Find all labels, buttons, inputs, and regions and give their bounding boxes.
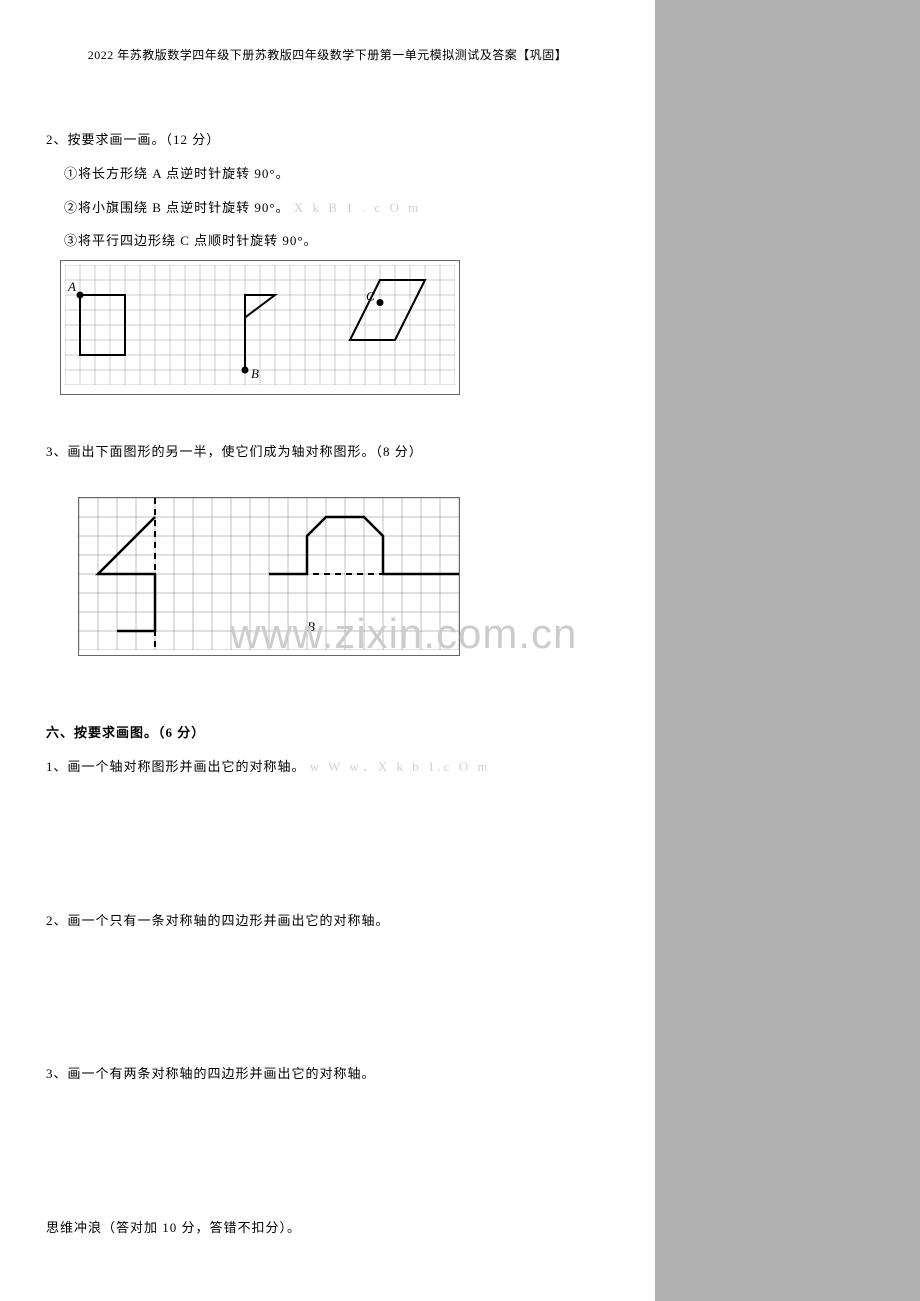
figure-2-container: B: [78, 497, 460, 656]
figure-1-container: A B C: [60, 260, 460, 395]
svg-text:C: C: [366, 289, 375, 304]
section-6-item-2: 2、画一个只有一条对称轴的四边形并画出它的对称轴。: [46, 904, 609, 938]
svg-text:A: A: [67, 279, 76, 294]
question-2-item-1: ①将长方形绕 A 点逆时针旋转 90°。: [64, 157, 609, 191]
blank-space-1: [46, 784, 609, 904]
figure-2-svg: B: [79, 498, 459, 650]
section-6-item-3: 3、画一个有两条对称轴的四边形并画出它的对称轴。: [46, 1057, 609, 1091]
q2-item2-gray: X k B 1 . c O m: [294, 200, 421, 215]
svg-text:B: B: [307, 619, 315, 634]
section-6-item-1: 1、画一个轴对称图形并画出它的对称轴。 w W w．X k b 1.c O m: [46, 750, 609, 784]
s6-item1-text: 1、画一个轴对称图形并画出它的对称轴。: [46, 759, 306, 774]
blank-space-2: [46, 937, 609, 1057]
q2-item2-text: ②将小旗围绕 B 点逆时针旋转 90°。: [64, 200, 290, 215]
page-header: 2022 年苏教版数学四年级下册苏教版四年级数学下册第一单元模拟测试及答案【巩固…: [46, 46, 609, 63]
question-2-item-2: ②将小旗围绕 B 点逆时针旋转 90°。 X k B 1 . c O m: [64, 191, 609, 225]
s6-item1-gray: w W w．X k b 1.c O m: [310, 759, 491, 774]
blank-space-3: [46, 1091, 609, 1211]
svg-text:B: B: [251, 366, 259, 381]
question-3-title: 3、画出下面图形的另一半，使它们成为轴对称图形。（8 分）: [46, 435, 609, 469]
bonus-text: 思维冲浪（答对加 10 分，答错不扣分）。: [46, 1211, 609, 1245]
figure-1-svg: A B C: [65, 265, 455, 385]
question-2-item-3: ③将平行四边形绕 C 点顺时针旋转 90°。: [64, 224, 609, 258]
question-2-title: 2、按要求画一画。（12 分）: [46, 123, 609, 157]
document-page: 2022 年苏教版数学四年级下册苏教版四年级数学下册第一单元模拟测试及答案【巩固…: [0, 0, 655, 1301]
section-6-title: 六、按要求画图。（6 分）: [46, 716, 609, 750]
